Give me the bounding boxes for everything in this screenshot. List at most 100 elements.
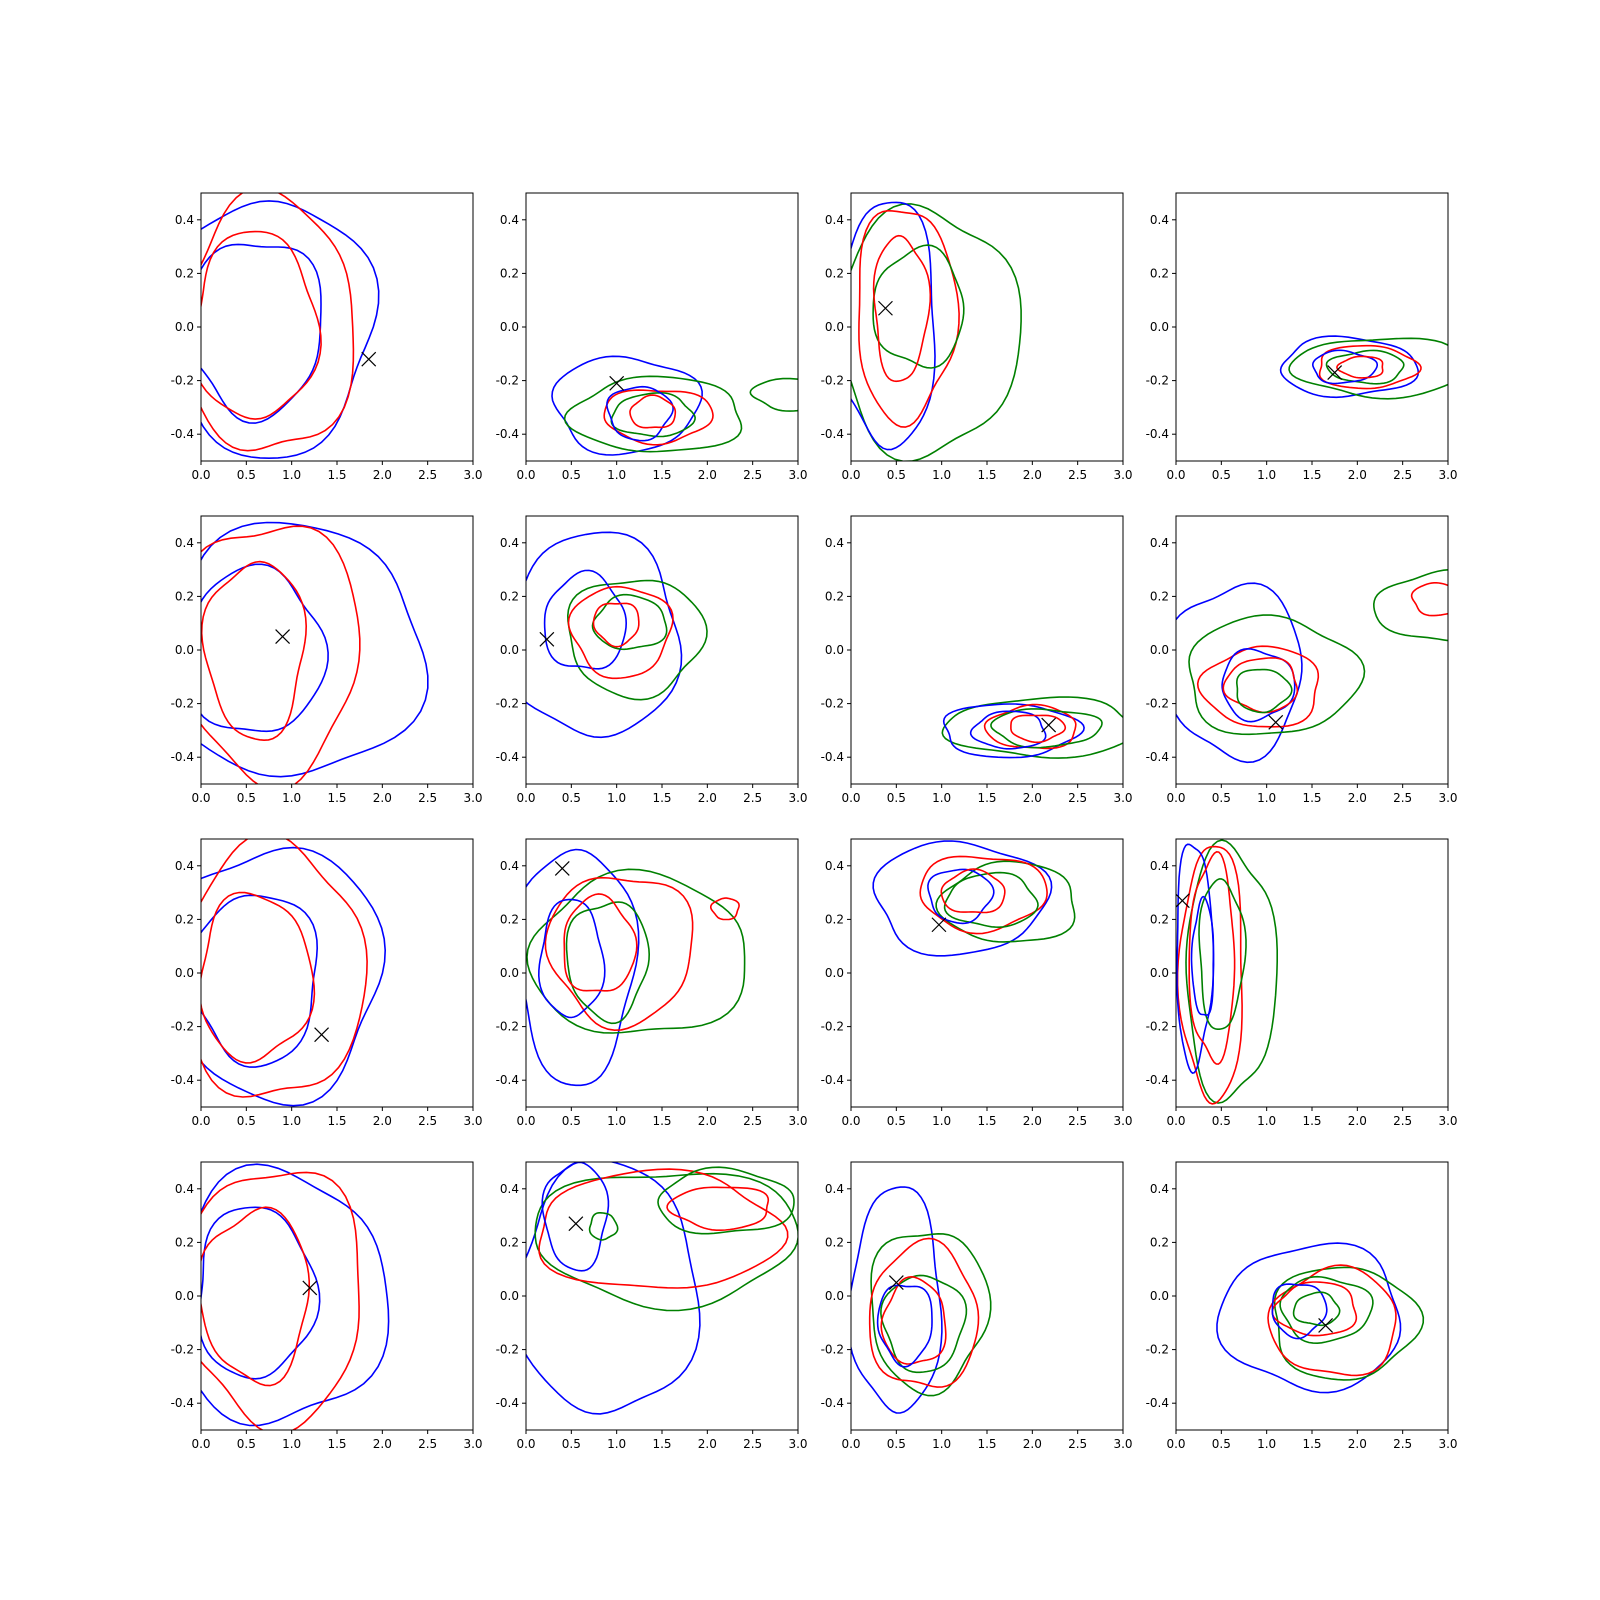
blue-contour bbox=[1176, 843, 1215, 1074]
y-tick-label: 0.0 bbox=[500, 966, 519, 980]
x-tick-label: 0.0 bbox=[516, 1437, 535, 1451]
x-tick-label: 0.0 bbox=[516, 468, 535, 482]
marker-x bbox=[609, 375, 625, 391]
y-tick-label: 0.2 bbox=[175, 266, 194, 280]
x-tick-label: 3.0 bbox=[463, 791, 482, 805]
y-tick-label: -0.2 bbox=[821, 374, 844, 388]
y-tick-label: 0.0 bbox=[825, 320, 844, 334]
x-tick-label: 1.5 bbox=[652, 791, 671, 805]
x-tick-label: 3.0 bbox=[788, 1437, 807, 1451]
x-tick-label: 1.5 bbox=[652, 1437, 671, 1451]
y-tick-label: -0.2 bbox=[1146, 697, 1169, 711]
x-tick-label: 1.0 bbox=[607, 1437, 626, 1451]
marker-x bbox=[1268, 714, 1284, 730]
green-contour bbox=[943, 871, 1039, 929]
y-tick-label: 0.2 bbox=[1150, 1235, 1169, 1249]
red-contour bbox=[1267, 1264, 1397, 1377]
x-tick-label: 3.0 bbox=[463, 468, 482, 482]
x-tick-label: 0.5 bbox=[237, 468, 256, 482]
green-contour bbox=[1185, 839, 1278, 1104]
green-contour bbox=[588, 1212, 619, 1241]
x-tick-label: 2.5 bbox=[418, 1114, 437, 1128]
marker-x bbox=[275, 629, 291, 645]
subplot-2-2: 0.0 0.5 1.0 1.5 2.0 2.5 3.0 0.4 0.2 0.0 -0.2 -0.4 bbox=[496, 515, 808, 805]
x-tick-label: 0.5 bbox=[887, 1114, 906, 1128]
x-tick-label: 2.5 bbox=[743, 468, 762, 482]
y-tick-label: 0.4 bbox=[1150, 536, 1169, 550]
x-tick-label: 3.0 bbox=[1438, 1114, 1457, 1128]
y-tick-label: -0.4 bbox=[171, 1396, 194, 1410]
y-tick-label: 0.4 bbox=[500, 859, 519, 873]
x-tick-label: 2.0 bbox=[1348, 468, 1367, 482]
blue-contour bbox=[201, 200, 380, 460]
x-tick-label: 2.0 bbox=[698, 468, 717, 482]
x-tick-label: 2.0 bbox=[1023, 468, 1042, 482]
green-contour bbox=[566, 579, 708, 701]
x-tick-label: 1.5 bbox=[652, 1114, 671, 1128]
subplot-1-2: 0.0 0.5 1.0 1.5 2.0 2.5 3.0 0.4 0.2 0.0 -0.2 -0.4 bbox=[496, 192, 808, 482]
subplot-2-1: 0.0 0.5 1.0 1.5 2.0 2.5 3.0 0.4 0.2 0.0 -0.2 -0.4 bbox=[171, 515, 483, 805]
y-tick-label: -0.2 bbox=[171, 374, 194, 388]
y-tick-label: 0.4 bbox=[500, 536, 519, 550]
x-tick-label: 1.5 bbox=[1302, 1437, 1321, 1451]
marker-x bbox=[554, 861, 570, 876]
x-tick-label: 1.0 bbox=[1257, 1437, 1276, 1451]
blue-contour bbox=[1279, 335, 1420, 399]
x-tick-label: 2.0 bbox=[1023, 791, 1042, 805]
red-contour bbox=[880, 1275, 947, 1365]
blue-contour bbox=[526, 531, 683, 739]
blue-contour bbox=[851, 201, 936, 451]
blue-contour bbox=[876, 1284, 933, 1368]
red-contour bbox=[940, 868, 1006, 914]
y-tick-label: -0.2 bbox=[821, 1343, 844, 1357]
x-tick-label: 2.0 bbox=[1348, 791, 1367, 805]
y-tick-label: 0.0 bbox=[175, 966, 194, 980]
x-tick-label: 2.5 bbox=[1393, 468, 1412, 482]
x-tick-label: 0.5 bbox=[237, 791, 256, 805]
x-tick-label: 1.5 bbox=[652, 468, 671, 482]
x-tick-label: 1.0 bbox=[1257, 791, 1276, 805]
x-tick-label: 2.5 bbox=[418, 468, 437, 482]
x-tick-label: 0.0 bbox=[1166, 1114, 1185, 1128]
x-tick-label: 0.5 bbox=[237, 1437, 256, 1451]
x-tick-label: 1.0 bbox=[607, 468, 626, 482]
y-tick-label: -0.2 bbox=[821, 1020, 844, 1034]
x-tick-label: 2.0 bbox=[373, 468, 392, 482]
subplot-4-3: 0.0 0.5 1.0 1.5 2.0 2.5 3.0 0.4 0.2 0.0 -0.2 -0.4 bbox=[821, 1161, 1133, 1451]
x-tick-label: 0.0 bbox=[191, 791, 210, 805]
x-tick-label: 3.0 bbox=[463, 1437, 482, 1451]
x-tick-label: 2.5 bbox=[1068, 791, 1087, 805]
red-contour bbox=[201, 1171, 360, 1430]
x-tick-label: 0.0 bbox=[191, 1114, 210, 1128]
y-tick-label: 0.4 bbox=[825, 213, 844, 227]
x-tick-label: 0.5 bbox=[562, 468, 581, 482]
y-tick-label: -0.2 bbox=[496, 374, 519, 388]
marker-x bbox=[302, 1280, 318, 1296]
green-contour bbox=[526, 868, 746, 1034]
y-tick-label: 0.2 bbox=[175, 1235, 194, 1249]
y-tick-label: -0.2 bbox=[171, 697, 194, 711]
x-tick-label: 2.5 bbox=[1068, 1437, 1087, 1451]
blue-contour bbox=[526, 1162, 701, 1415]
y-tick-label: -0.4 bbox=[821, 1396, 844, 1410]
y-tick-label: 0.2 bbox=[500, 266, 519, 280]
green-contour bbox=[941, 696, 1123, 759]
y-tick-label: 0.4 bbox=[500, 1182, 519, 1196]
y-tick-label: 0.0 bbox=[825, 643, 844, 657]
y-tick-label: 0.0 bbox=[175, 643, 194, 657]
red-contour bbox=[868, 1237, 980, 1388]
blue-contour bbox=[201, 894, 319, 1068]
subplot-3-3: 0.0 0.5 1.0 1.5 2.0 2.5 3.0 0.4 0.2 0.0 -0.2 -0.4 bbox=[821, 838, 1133, 1128]
x-tick-label: 3.0 bbox=[788, 1114, 807, 1128]
blue-contour bbox=[1271, 1283, 1328, 1340]
y-tick-label: -0.4 bbox=[821, 1073, 844, 1087]
x-tick-label: 3.0 bbox=[1113, 791, 1132, 805]
blue-contour bbox=[526, 848, 640, 1087]
marker-x bbox=[878, 300, 893, 316]
red-contour bbox=[666, 1186, 770, 1231]
x-tick-label: 0.0 bbox=[191, 1437, 210, 1451]
y-tick-label: -0.4 bbox=[496, 1073, 519, 1087]
x-tick-label: 1.5 bbox=[977, 468, 996, 482]
red-contour bbox=[603, 389, 714, 446]
y-tick-label: -0.4 bbox=[496, 427, 519, 441]
